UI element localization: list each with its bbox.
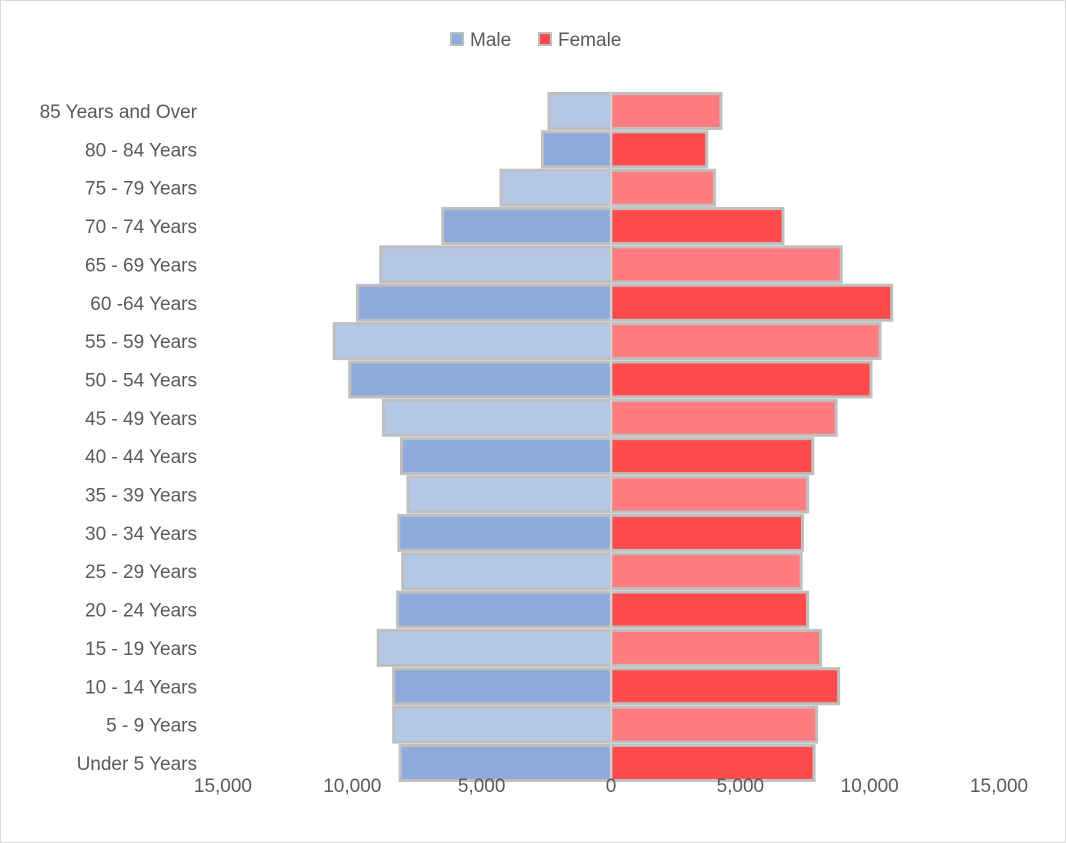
category-label-5-9-years: 5 - 9 Years (106, 716, 197, 737)
category-label-80-84-years: 80 - 84 Years (85, 140, 197, 161)
x-tick-label: 10,000 (323, 776, 381, 797)
bar-female-65-69-years (609, 245, 843, 284)
bar-female-75-79-years (609, 168, 716, 207)
bars (332, 92, 894, 782)
bar-male-75-79-years (499, 168, 613, 207)
category-label-30-34-years: 30 - 34 Years (85, 524, 197, 545)
category-label-10-14-years: 10 - 14 Years (85, 677, 197, 698)
x-tick-label: 5,000 (458, 776, 506, 797)
x-tick-label: 5,000 (717, 776, 765, 797)
x-tick-label: 15,000 (970, 776, 1028, 797)
category-labels: 85 Years and Over 80 - 84 Years 75 - 79 Ye… (40, 102, 198, 775)
category-label-55-59-years: 55 - 59 Years (85, 332, 197, 353)
bar-male-40-44-years (399, 437, 613, 476)
bar-female-80-84-years (609, 130, 709, 169)
category-label-50-54-years: 50 - 54 Years (85, 370, 197, 391)
category-label-75-79-years: 75 - 79 Years (85, 179, 197, 200)
category-label-70-74-years: 70 - 74 Years (85, 217, 197, 238)
category-label-60-64-years: 60 -64 Years (90, 294, 197, 315)
bar-male-80-84-years (540, 130, 613, 169)
bar-male-50-54-years (348, 360, 613, 399)
bar-male-55-59-years (332, 322, 613, 361)
legend-label-male: Male (470, 30, 511, 51)
legend-swatch-male (450, 32, 464, 46)
category-label-85-years-and-over: 85 Years and Over (40, 102, 198, 123)
bar-female-under-5-years (609, 743, 816, 782)
category-label-65-69-years: 65 - 69 Years (85, 255, 197, 276)
bar-male-35-39-years (406, 475, 613, 514)
bar-female-20-24-years (609, 590, 810, 629)
category-label-35-39-years: 35 - 39 Years (85, 486, 197, 507)
bar-female-10-14-years (609, 667, 841, 706)
bar-female-50-54-years (609, 360, 873, 399)
bar-male-10-14-years (392, 667, 613, 706)
bar-male-60-64-years (355, 283, 613, 322)
bar-male-45-49-years (381, 398, 613, 437)
legend: Male Female (450, 30, 621, 51)
category-label-15-19-years: 15 - 19 Years (85, 639, 197, 660)
bar-female-40-44-years (609, 437, 815, 476)
bar-male-65-69-years (379, 245, 613, 284)
bar-female-25-29-years (609, 552, 803, 591)
bar-female-70-74-years (609, 207, 785, 246)
bar-female-45-49-years (609, 398, 838, 437)
category-label-25-29-years: 25 - 29 Years (85, 562, 197, 583)
category-label-40-44-years: 40 - 44 Years (85, 447, 197, 468)
x-tick-label: 0 (606, 776, 617, 797)
legend-swatch-female (538, 32, 552, 46)
bar-male-20-24-years (396, 590, 613, 629)
bar-male-15-19-years (376, 628, 613, 667)
bar-female-60-64-years (609, 283, 894, 322)
category-label-under-5-years: Under 5 Years (77, 754, 197, 775)
bar-female-30-34-years (609, 513, 804, 552)
bar-female-15-19-years (609, 628, 823, 667)
x-axis-tick-labels: 15,000 10,000 5,000 0 5,000 10,000 15,000 (194, 776, 1028, 797)
legend-label-female: Female (558, 30, 621, 51)
bar-female-5-9-years (609, 705, 819, 744)
bar-female-55-59-years (609, 322, 882, 361)
bar-male-30-34-years (397, 513, 613, 552)
bar-female-35-39-years (609, 475, 810, 514)
category-label-45-49-years: 45 - 49 Years (85, 409, 197, 430)
bar-male-70-74-years (441, 207, 613, 246)
bar-female-85-years-and-over (609, 92, 723, 130)
category-label-20-24-years: 20 - 24 Years (85, 601, 197, 622)
bar-male-85-years-and-over (547, 92, 613, 130)
x-tick-label: 10,000 (841, 776, 899, 797)
x-tick-label: 15,000 (194, 776, 252, 797)
bar-male-5-9-years (392, 705, 613, 744)
bar-male-25-29-years (401, 552, 613, 591)
bar-male-under-5-years (398, 743, 613, 782)
